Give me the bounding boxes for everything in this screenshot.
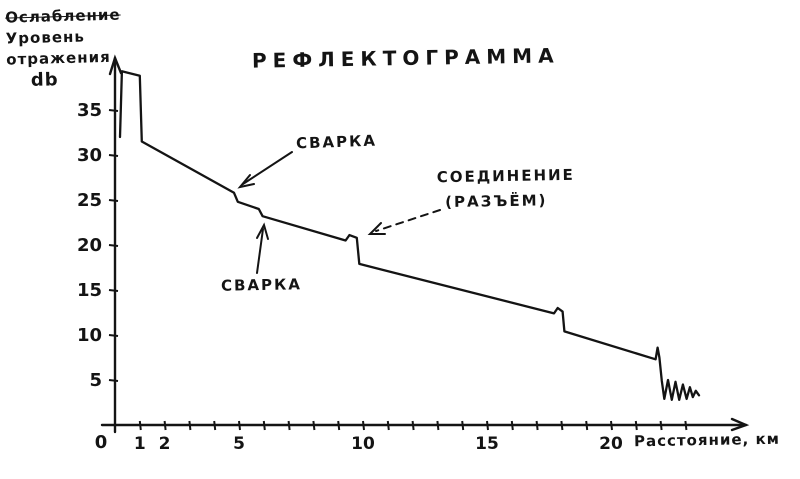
y-tick-label: 10 <box>77 325 102 346</box>
x-tick <box>486 420 489 431</box>
x-tick <box>262 420 266 431</box>
annotation-splice-top: СВАРКА <box>295 131 378 153</box>
otdr-trace <box>118 70 701 401</box>
y-tick <box>108 289 119 292</box>
y-tick-label: 15 <box>77 280 102 301</box>
x-tick <box>436 420 440 431</box>
annotation-connector-line1: СОЕДИНЕНИЕ <box>436 165 575 187</box>
x-tick <box>362 420 365 431</box>
x-tick <box>560 420 564 431</box>
x-tick-label: 1 <box>134 434 146 454</box>
x-tick <box>163 420 167 431</box>
x-tick <box>213 420 217 431</box>
x-tick <box>659 420 663 431</box>
x-axis-arrowhead-icon <box>730 417 750 432</box>
annotation-splice-bottom: СВАРКА <box>220 275 303 295</box>
x-tick-label: 10 <box>351 434 375 454</box>
connector-arrowhead-icon <box>367 222 386 235</box>
y-axis-unit: db <box>30 69 59 91</box>
splice-top-arrow <box>242 151 293 185</box>
x-tick-label: 15 <box>475 434 499 454</box>
y-tick <box>108 154 119 157</box>
x-tick <box>287 420 291 431</box>
x-tick <box>610 420 613 431</box>
x-tick <box>337 420 341 431</box>
splice-bottom-arrow <box>256 228 264 274</box>
x-tick <box>535 420 539 431</box>
y-tick-label: 25 <box>77 190 102 211</box>
y-tick-label: 30 <box>77 145 102 166</box>
x-axis-label: Расстояние, км <box>633 429 781 451</box>
x-tick <box>386 420 390 431</box>
annotation-connector: СОЕДИНЕНИЕ (РАЗЪЁМ) <box>437 163 576 215</box>
x-tick-label: 2 <box>159 434 171 454</box>
x-tick-label: 5 <box>233 434 245 454</box>
splice-top-arrowhead-icon <box>237 174 255 189</box>
y-tick-label: 35 <box>77 100 102 121</box>
x-tick <box>585 420 589 431</box>
y-tick <box>108 334 119 337</box>
y-axis-arrowhead-icon <box>108 54 123 76</box>
x-tick <box>138 420 142 431</box>
x-tick <box>188 420 192 431</box>
y-tick-label: 5 <box>89 370 102 391</box>
annotation-connector-line2: (РАЗЪЁМ) <box>445 191 548 212</box>
connector-arrow-dashed <box>375 209 441 232</box>
y-axis-label-line2: отражения <box>6 47 111 69</box>
y-tick <box>108 109 119 112</box>
x-tick <box>411 420 415 431</box>
y-tick-label: 20 <box>77 235 102 256</box>
splice-bottom-arrowhead-icon <box>256 222 269 240</box>
x-tick <box>238 420 241 431</box>
x-tick <box>510 420 514 431</box>
y-tick <box>108 199 119 202</box>
x-tick <box>684 420 688 431</box>
y-tick <box>108 244 119 247</box>
origin-label: 0 <box>95 432 108 453</box>
crossed-out-label: Ослабление <box>4 5 121 27</box>
y-axis-label-block: Ослабление Уровень отражения db <box>5 4 127 91</box>
x-tick <box>312 420 316 431</box>
y-tick <box>108 379 119 382</box>
x-tick <box>634 420 638 431</box>
x-tick-label: 20 <box>599 434 623 454</box>
x-tick <box>461 420 465 431</box>
